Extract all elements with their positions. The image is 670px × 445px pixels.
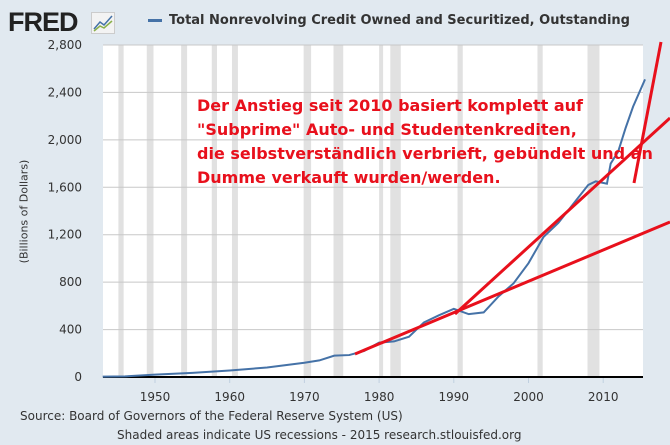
recession-band (181, 45, 188, 377)
recession-band (379, 45, 384, 377)
fred-logo: FRED (8, 7, 78, 37)
annotation-line: die selbstverständlich verbrieft, gebünd… (197, 144, 653, 163)
annotation-text: Der Anstieg seit 2010 basiert komplett a… (197, 94, 653, 190)
x-tick-label: 1960 (214, 390, 245, 404)
recession-note: Shaded areas indicate US recessions - 20… (117, 428, 522, 442)
y-tick-label: 1,600 (48, 180, 82, 194)
x-tick-label: 1950 (140, 390, 171, 404)
recession-band (587, 45, 600, 377)
recession-band (118, 45, 124, 377)
y-tick-label: 800 (59, 275, 82, 289)
recession-band (390, 45, 401, 377)
trend-annotation-line (632, 41, 663, 184)
annotation-line: Dumme verkauft wurden/werden. (197, 168, 501, 187)
legend-swatch (148, 19, 162, 22)
x-tick-label: 2000 (513, 390, 544, 404)
y-tick-label: 0 (74, 370, 82, 384)
recession-band (231, 45, 238, 377)
x-tick-label: 1990 (439, 390, 470, 404)
plot-background (103, 45, 643, 377)
series-line (102, 78, 646, 378)
y-tick-label: 2,000 (48, 133, 82, 147)
annotation-line: "Subprime" Auto- und Studentenkrediten, (197, 120, 577, 139)
legend-label: Total Nonrevolving Credit Owned and Secu… (169, 13, 630, 28)
recession-band (303, 45, 312, 377)
y-tick-label: 2,400 (48, 85, 82, 99)
y-tick-label: 400 (59, 323, 82, 337)
y-tick-label: 2,800 (48, 38, 82, 52)
y-tick-label: 1,200 (48, 228, 82, 242)
x-tick-label: 1980 (364, 390, 395, 404)
recession-band (211, 45, 218, 377)
recession-band (146, 45, 154, 377)
source-text: Source: Board of Governors of the Federa… (20, 409, 403, 423)
recession-band (457, 45, 463, 377)
x-tick-label: 2010 (588, 390, 619, 404)
recession-band (537, 45, 543, 377)
legend: Total Nonrevolving Credit Owned and Secu… (148, 13, 630, 28)
chart-logo-icon (91, 12, 115, 34)
x-tick-label: 1970 (289, 390, 320, 404)
annotation-line: Der Anstieg seit 2010 basiert komplett a… (197, 96, 583, 115)
recession-band (333, 45, 344, 377)
trend-annotation-line (453, 116, 670, 316)
trend-annotation-line (354, 220, 670, 356)
